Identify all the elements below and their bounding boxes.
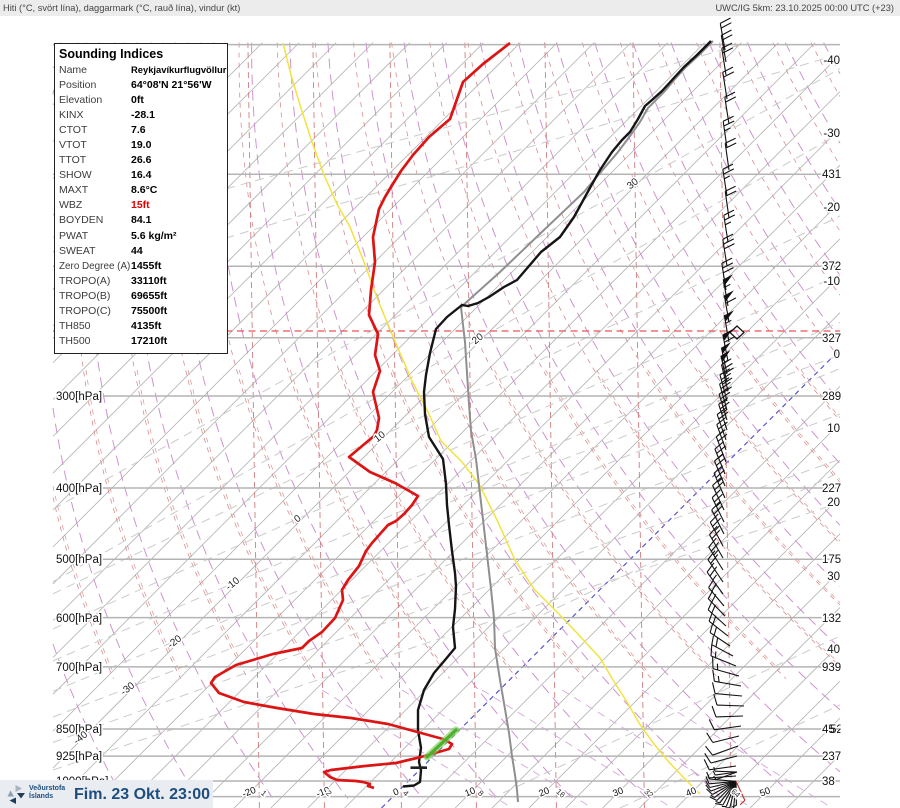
svg-text:850[hPa]: 850[hPa] xyxy=(56,724,102,736)
svg-text:289: 289 xyxy=(822,391,841,403)
svg-text:10: 10 xyxy=(827,423,840,435)
svg-text:20: 20 xyxy=(827,497,840,509)
svg-text:939: 939 xyxy=(822,662,841,674)
svg-text:227: 227 xyxy=(822,483,841,495)
svg-text:45: 45 xyxy=(822,724,835,736)
svg-text:52: 52 xyxy=(830,724,843,736)
svg-text:40: 40 xyxy=(827,644,840,656)
svg-text:-30: -30 xyxy=(823,128,840,140)
svg-text:30: 30 xyxy=(625,176,641,192)
svg-text:30: 30 xyxy=(827,571,840,583)
svg-text:132: 132 xyxy=(822,613,841,625)
svg-text:237: 237 xyxy=(822,751,841,763)
svg-text:16: 16 xyxy=(554,787,567,800)
svg-text:372: 372 xyxy=(822,261,841,273)
svg-text:-30: -30 xyxy=(119,680,138,698)
svg-text:600[hPa]: 600[hPa] xyxy=(56,613,102,625)
svg-text:-40: -40 xyxy=(823,55,840,67)
svg-text:700[hPa]: 700[hPa] xyxy=(56,662,102,674)
svg-text:10: 10 xyxy=(372,429,388,445)
svg-text:40: 40 xyxy=(684,785,698,799)
svg-text:32: 32 xyxy=(642,787,655,800)
svg-text:300[hPa]: 300[hPa] xyxy=(56,391,102,403)
svg-text:431: 431 xyxy=(822,169,841,181)
svg-text:327: 327 xyxy=(822,333,841,345)
svg-text:925[hPa]: 925[hPa] xyxy=(56,751,102,763)
svg-text:-20: -20 xyxy=(823,202,840,214)
svg-text:0: 0 xyxy=(834,349,840,361)
svg-text:400[hPa]: 400[hPa] xyxy=(56,483,102,495)
svg-text:500[hPa]: 500[hPa] xyxy=(56,554,102,566)
svg-text:-10: -10 xyxy=(823,276,840,288)
svg-text:-10: -10 xyxy=(224,575,243,593)
svg-text:38: 38 xyxy=(822,776,835,788)
svg-text:20: 20 xyxy=(470,331,486,347)
